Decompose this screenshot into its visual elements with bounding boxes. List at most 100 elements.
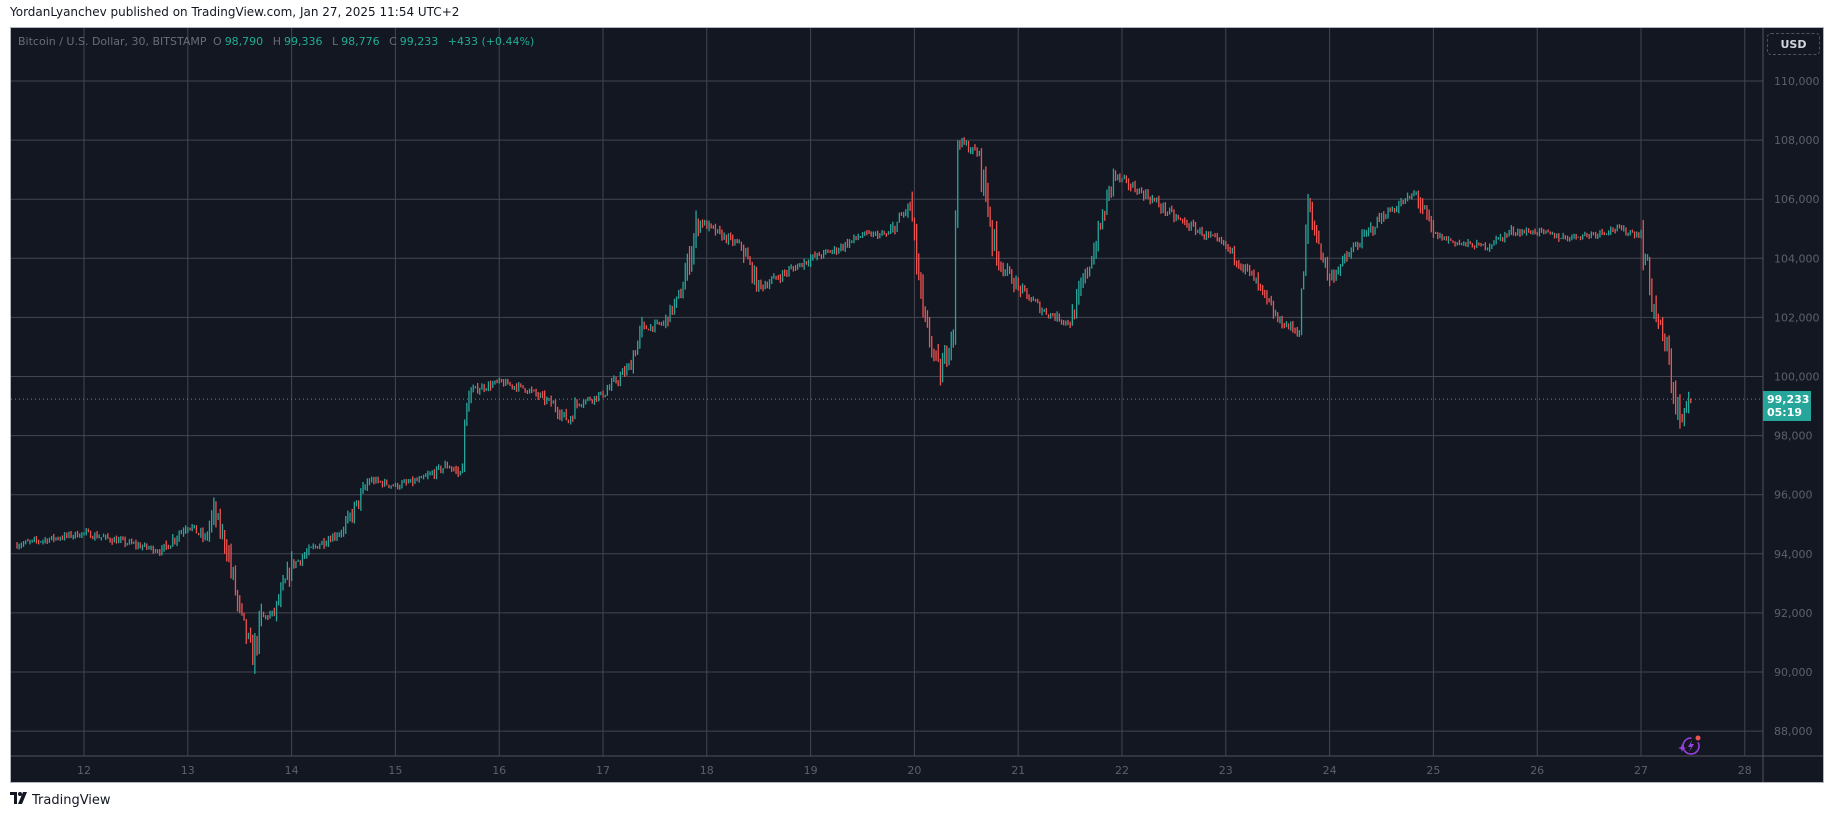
candle-up	[297, 559, 299, 562]
candle-up	[340, 529, 342, 538]
candle-down	[1664, 333, 1666, 352]
candle-up	[1305, 224, 1307, 277]
candle-down	[987, 182, 989, 217]
candle-down	[405, 479, 407, 486]
candle-up	[232, 566, 234, 581]
candle-down	[589, 396, 591, 401]
candle-up	[1584, 231, 1586, 237]
candle-up	[431, 470, 433, 476]
candle-up	[1324, 257, 1326, 268]
candle-up	[1365, 230, 1368, 237]
candle-down	[1225, 240, 1227, 250]
candle-down	[576, 399, 578, 409]
candle-up	[1231, 247, 1233, 254]
lightning-sparkle-icon[interactable]	[1676, 733, 1704, 763]
candle-down	[215, 501, 217, 528]
candle-up	[154, 548, 157, 553]
candle-up	[1411, 193, 1413, 200]
candle-up	[1616, 224, 1618, 232]
candle-down	[1281, 315, 1283, 329]
candle-up	[487, 381, 490, 392]
candle-down	[1620, 225, 1623, 231]
candle-up	[1342, 255, 1344, 267]
candle-down	[1519, 228, 1521, 237]
candle-up	[978, 150, 980, 157]
candle-up	[691, 246, 693, 272]
candle-up	[325, 540, 327, 547]
candle-down	[1389, 207, 1391, 213]
candle-down	[122, 536, 124, 541]
candle-down	[559, 409, 561, 421]
candle-up	[1491, 244, 1493, 249]
candle-down	[1164, 202, 1166, 217]
candle-up	[611, 377, 613, 391]
candle-down	[1409, 195, 1411, 199]
candle-up	[1623, 225, 1625, 232]
candle-down	[1484, 242, 1486, 251]
candle-up	[972, 147, 974, 155]
candle-up	[1006, 263, 1009, 276]
candle-down	[870, 231, 872, 237]
candle-up	[353, 501, 355, 524]
candle-up	[425, 473, 427, 477]
candle-up	[1197, 229, 1199, 233]
candle-down	[667, 316, 669, 327]
candle-up	[407, 479, 410, 484]
candle-down	[820, 254, 823, 260]
candle-down	[805, 261, 807, 265]
candle-up	[686, 253, 688, 281]
candle-up	[723, 232, 725, 240]
close-value: C 99,233	[389, 35, 439, 48]
candle-up	[1538, 227, 1541, 237]
candle-up	[563, 412, 565, 418]
candle-up	[874, 231, 877, 236]
candle-down	[1471, 242, 1473, 248]
chart-panel[interactable]	[10, 27, 1824, 783]
candle-down	[567, 419, 570, 424]
candle-down	[1039, 301, 1041, 314]
candle-up	[1551, 231, 1553, 235]
candle-up	[905, 209, 907, 217]
candle-down	[591, 399, 593, 404]
candle-up	[51, 535, 53, 541]
candle-up	[950, 331, 952, 361]
candle-down	[1160, 203, 1162, 214]
candle-up	[1376, 216, 1378, 229]
symbol-name[interactable]: Bitcoin / U.S. Dollar, 30, BITSTAMP	[18, 35, 207, 48]
candle-down	[1277, 312, 1279, 323]
candle-up	[1112, 168, 1115, 197]
candle-up	[810, 254, 812, 267]
candle-up	[1489, 243, 1491, 252]
candle-up	[204, 533, 206, 541]
candle-up	[650, 324, 652, 331]
candle-down	[1512, 226, 1515, 236]
candle-up	[200, 527, 202, 538]
candle-down	[1149, 196, 1151, 205]
candle-down	[615, 376, 617, 384]
candle-down	[1127, 178, 1130, 191]
candle-up	[753, 265, 756, 285]
candle-up	[626, 363, 628, 376]
currency-button[interactable]: USD	[1767, 33, 1820, 55]
candle-up	[362, 481, 364, 494]
candle-up	[887, 231, 890, 235]
candle-down	[412, 476, 414, 487]
candle-down	[288, 567, 291, 587]
candle-up	[1021, 283, 1024, 294]
candle-down	[883, 230, 885, 235]
candle-up	[1532, 230, 1534, 235]
candle-down	[922, 274, 924, 318]
candle-up	[1145, 189, 1147, 199]
candle-up	[1447, 236, 1450, 244]
candle-down	[1179, 217, 1182, 221]
candle-down	[1378, 212, 1380, 222]
tradingview-logo[interactable]: TradingView	[10, 792, 111, 808]
candle-up	[1387, 207, 1389, 219]
candle-down	[1450, 238, 1452, 241]
candle-up	[1608, 230, 1610, 236]
candle-down	[779, 274, 781, 284]
candle-up	[944, 345, 946, 364]
candle-down	[794, 264, 797, 271]
candle-down	[1642, 219, 1644, 271]
